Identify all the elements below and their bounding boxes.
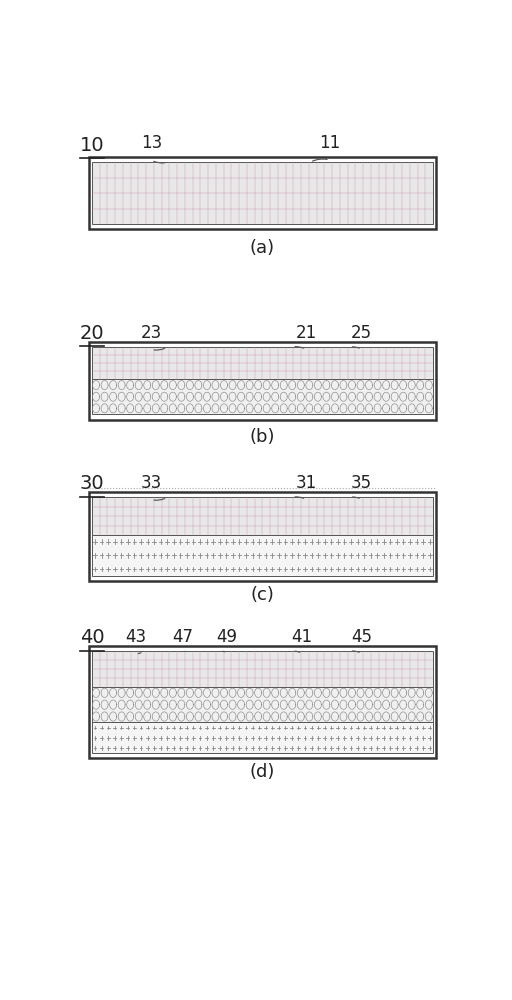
Text: 23: 23 <box>141 324 162 342</box>
Text: 20: 20 <box>80 324 104 343</box>
Bar <box>89 492 436 581</box>
Text: 30: 30 <box>80 474 104 493</box>
Text: (a): (a) <box>250 239 275 257</box>
Bar <box>89 342 436 420</box>
Text: 11: 11 <box>319 134 340 152</box>
Text: (b): (b) <box>250 428 275 446</box>
Text: 13: 13 <box>141 134 162 152</box>
Bar <box>92 347 433 379</box>
Text: 21: 21 <box>295 324 317 342</box>
Text: 41: 41 <box>291 628 313 646</box>
Bar <box>92 497 433 535</box>
Text: 33: 33 <box>141 474 162 492</box>
Text: 31: 31 <box>295 474 317 492</box>
Text: 45: 45 <box>351 628 372 646</box>
Text: 49: 49 <box>216 628 237 646</box>
Text: 40: 40 <box>80 628 104 647</box>
Bar <box>92 162 433 224</box>
Bar <box>89 646 436 758</box>
Text: 10: 10 <box>80 136 104 155</box>
Text: 43: 43 <box>125 628 146 646</box>
Text: (c): (c) <box>250 586 274 604</box>
Bar <box>92 722 433 753</box>
Text: (d): (d) <box>250 763 275 781</box>
Text: 47: 47 <box>173 628 194 646</box>
Bar <box>89 157 436 229</box>
Bar <box>92 379 433 414</box>
Text: 25: 25 <box>351 324 372 342</box>
Bar <box>92 535 433 576</box>
Bar <box>92 651 433 687</box>
Bar <box>92 687 433 722</box>
Text: 35: 35 <box>351 474 372 492</box>
